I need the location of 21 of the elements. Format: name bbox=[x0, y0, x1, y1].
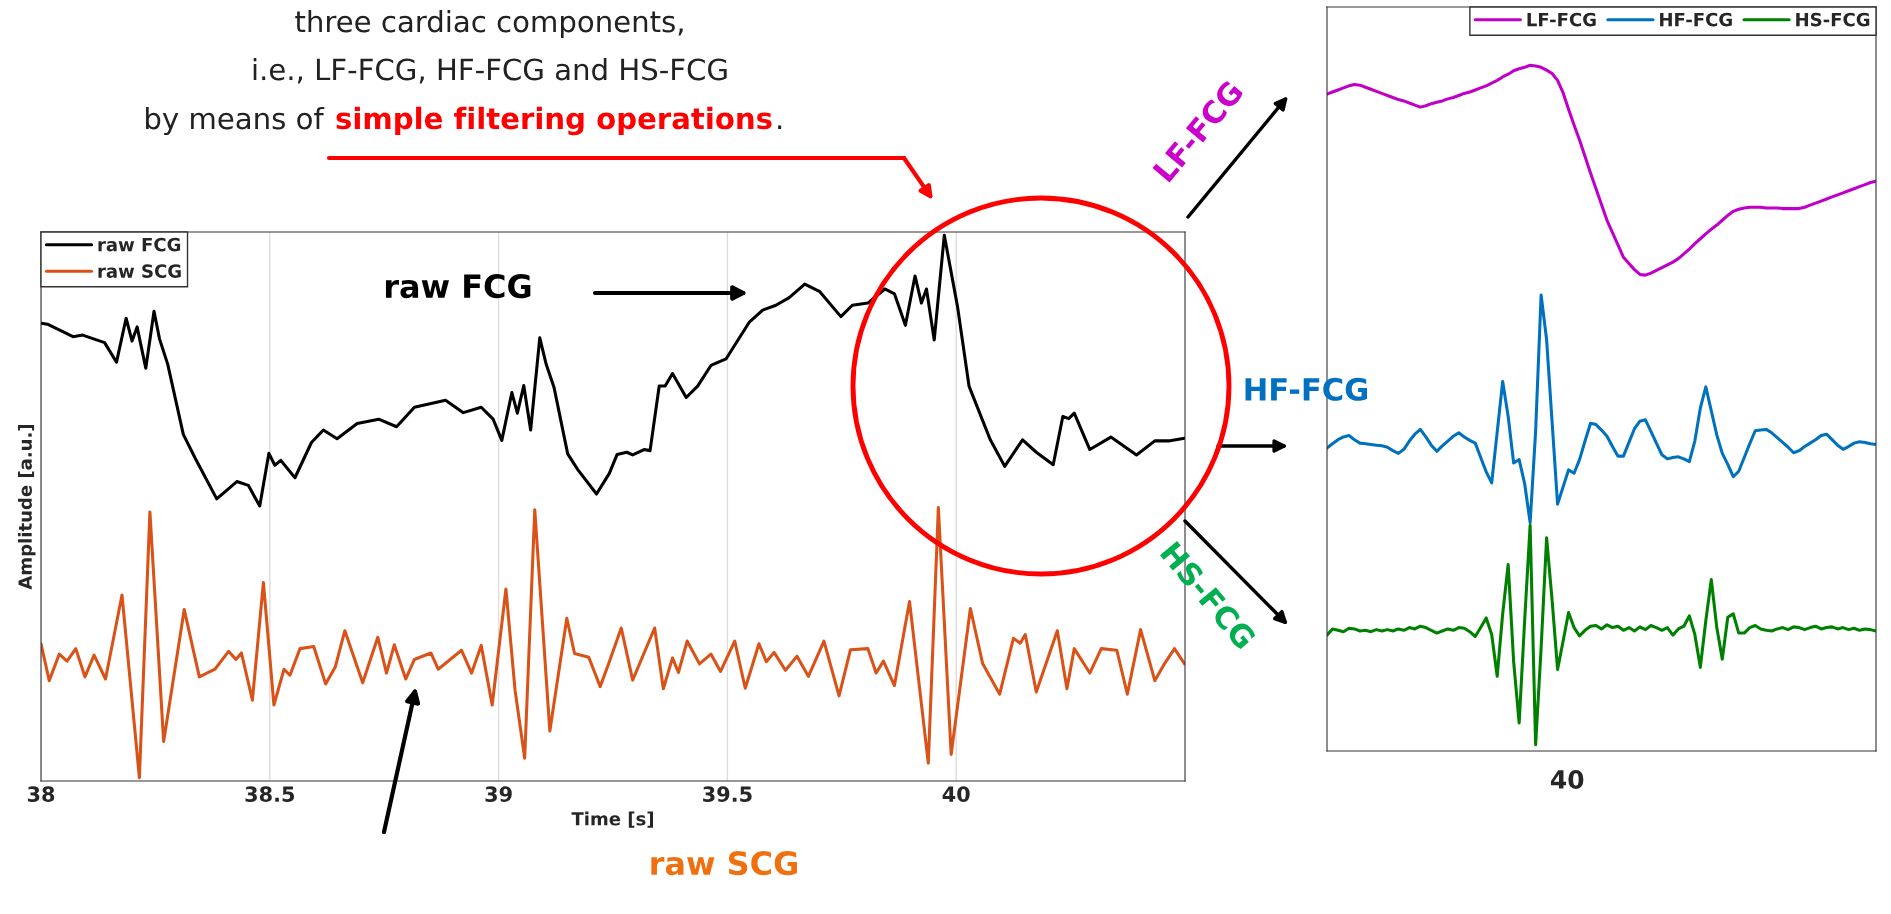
legend-label: HS-FCG bbox=[1796, 12, 1870, 27]
x-tick-label: 40 bbox=[942, 786, 970, 802]
text: by means of bbox=[146, 106, 325, 136]
legend-label: HF-FCG bbox=[1660, 12, 1732, 27]
x-tick-label: 38.5 bbox=[245, 786, 295, 802]
legend-label: raw SCG bbox=[98, 264, 181, 278]
text: . bbox=[778, 125, 782, 130]
x-axis-title: Time [s] bbox=[571, 811, 653, 828]
legend-label: raw FCG bbox=[98, 237, 181, 252]
text: i.e., LF-FCG, HF-FCG and HS-FCG bbox=[253, 57, 727, 84]
text: raw SCG bbox=[651, 851, 797, 876]
text: three cardiac components, bbox=[295, 9, 683, 39]
x-tick-label: 39.5 bbox=[703, 786, 752, 802]
text: simple filtering operations bbox=[336, 106, 772, 136]
annotation: raw FCG bbox=[385, 274, 531, 299]
x-tick-label: 39 bbox=[485, 786, 512, 802]
text: 40 bbox=[1550, 770, 1584, 789]
annotation: HF-FCG bbox=[1245, 377, 1368, 401]
y-axis-title: Amplitude [a.u.] bbox=[17, 424, 36, 590]
x-tick-label: 38 bbox=[27, 786, 55, 802]
legend-label: LF-FCG bbox=[1527, 12, 1596, 27]
